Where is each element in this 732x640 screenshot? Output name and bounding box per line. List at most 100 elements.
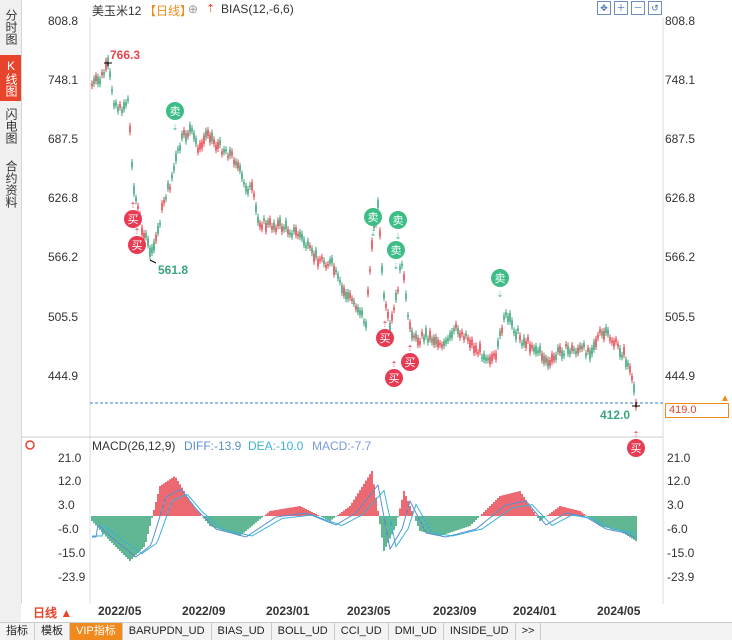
macd-bar [489, 506, 491, 516]
macd-bar [167, 480, 169, 516]
indicator-tab[interactable]: 模板 [35, 623, 70, 640]
candle-body [293, 227, 295, 232]
candle-body [251, 182, 253, 191]
zoom-in-icon[interactable]: ＋ [614, 1, 628, 15]
macd-bar [627, 516, 629, 536]
date-tick-label: 2023/05 [347, 604, 391, 618]
tab-timeshare[interactable]: 分时图 [4, 9, 18, 45]
indicator-tab[interactable]: INSIDE_UD [444, 623, 516, 640]
tab-contract-info[interactable]: 合约资料 [4, 160, 18, 208]
macd-bar [633, 516, 635, 540]
candle-body [613, 340, 615, 347]
macd-bar [245, 516, 247, 531]
candle-body [353, 300, 355, 305]
candle-body [599, 329, 601, 333]
indicator-tab[interactable]: >> [516, 623, 542, 640]
candle-body [529, 343, 531, 353]
macd-bar [97, 516, 99, 528]
buy-signal-text: 买 [128, 213, 139, 226]
macd-bar [417, 516, 419, 526]
macd-bar [125, 516, 127, 557]
candle-body [157, 225, 159, 234]
macd-bar [187, 497, 189, 516]
candle-body [619, 348, 621, 357]
candle-body [521, 342, 523, 346]
macd-bar [275, 510, 277, 516]
macd-bar [339, 513, 341, 516]
move-icon[interactable]: ✥ [597, 1, 611, 15]
period-button[interactable]: 日线 ▲ [21, 604, 89, 622]
candle-body [319, 258, 321, 261]
macd-bar [351, 502, 353, 516]
right-price-tick-label: 444.9 [665, 369, 696, 383]
low-marker: 561.8 [158, 263, 189, 277]
macd-bar [411, 511, 413, 516]
right-price-tick-label: 566.2 [665, 250, 696, 264]
overlay-indicator[interactable]: BIAS(12,-6,6) [221, 2, 294, 16]
macd-bar [453, 516, 455, 532]
macd-bar [467, 516, 469, 527]
add-indicator-icon[interactable]: ⊕ [188, 2, 199, 16]
indicator-arrow-icon[interactable]: ⇡ [206, 3, 216, 15]
indicator-tab[interactable]: 指标 [0, 623, 35, 640]
macd-bar [233, 516, 235, 534]
tab-kline[interactable]: K线图 [0, 55, 21, 101]
macd-bar [317, 515, 319, 516]
indicator-tab[interactable]: DMI_UD [389, 623, 444, 640]
candle-body [213, 139, 215, 145]
indicator-tab[interactable]: BARUPDN_UD [123, 623, 212, 640]
macd-bar [341, 512, 343, 516]
indicator-tab[interactable]: BIAS_UD [212, 623, 272, 640]
signal-markers: 买⇡买⇡卖⇣卖⇣买⇡卖⇣卖⇣买⇡买⇡卖⇣买⇡ [124, 102, 645, 457]
buy-signal-badge [124, 210, 142, 228]
macd-bar [171, 478, 173, 516]
macd-bar [387, 516, 389, 543]
candle-body [561, 350, 563, 359]
candle-body [377, 200, 379, 208]
macd-bar [573, 509, 575, 516]
macd-bar [113, 516, 115, 545]
candle-body [199, 142, 201, 150]
candle-body [313, 253, 315, 262]
view-sidebar: 分时图 K线图 闪电图 合约资料 [0, 0, 22, 622]
candle-body [285, 220, 287, 229]
macd-bar [337, 515, 339, 516]
macd-bar [139, 516, 141, 551]
macd-bar [109, 516, 111, 541]
macd-bar [327, 516, 329, 520]
macd-bar [611, 516, 613, 529]
indicator-tab[interactable]: VIP指标 [70, 623, 123, 640]
sell-signal-text: 卖 [495, 272, 506, 285]
macd-bar [359, 490, 361, 516]
candle-body [557, 347, 559, 353]
macd-bar [523, 497, 525, 516]
period-tag[interactable]: 【日线】 [144, 4, 193, 18]
zoom-out-icon[interactable]: － [631, 1, 645, 15]
macd-bar [247, 516, 249, 530]
left-macd-tick-label: -23.9 [58, 570, 86, 584]
macd-bar [307, 510, 309, 516]
candle-body [177, 148, 179, 151]
macd-bar [605, 516, 607, 528]
candle-body [173, 165, 175, 171]
indicator-tab[interactable]: BOLL_UD [272, 623, 335, 640]
right-macd-tick-label: 3.0 [667, 498, 684, 512]
left-macd-tick-label: -15.0 [58, 546, 86, 560]
indicator-tab[interactable]: CCI_UD [335, 623, 389, 640]
macd-bar [287, 508, 289, 516]
tab-lightning[interactable]: 闪电图 [4, 108, 18, 144]
macd-title[interactable]: MACD(26,12,9) [92, 439, 176, 453]
restore-icon[interactable]: ↺ [648, 1, 662, 15]
macd-bar [249, 516, 251, 528]
candle-body [497, 340, 499, 347]
macd-bar [225, 516, 227, 532]
macd-bar [561, 506, 563, 516]
candle-body [593, 341, 595, 350]
candle-body [149, 248, 151, 257]
candle-body [581, 346, 583, 350]
macd-bar [321, 516, 323, 517]
candle-body [229, 149, 231, 157]
macd-bar [379, 516, 381, 525]
candle-body [283, 227, 285, 230]
